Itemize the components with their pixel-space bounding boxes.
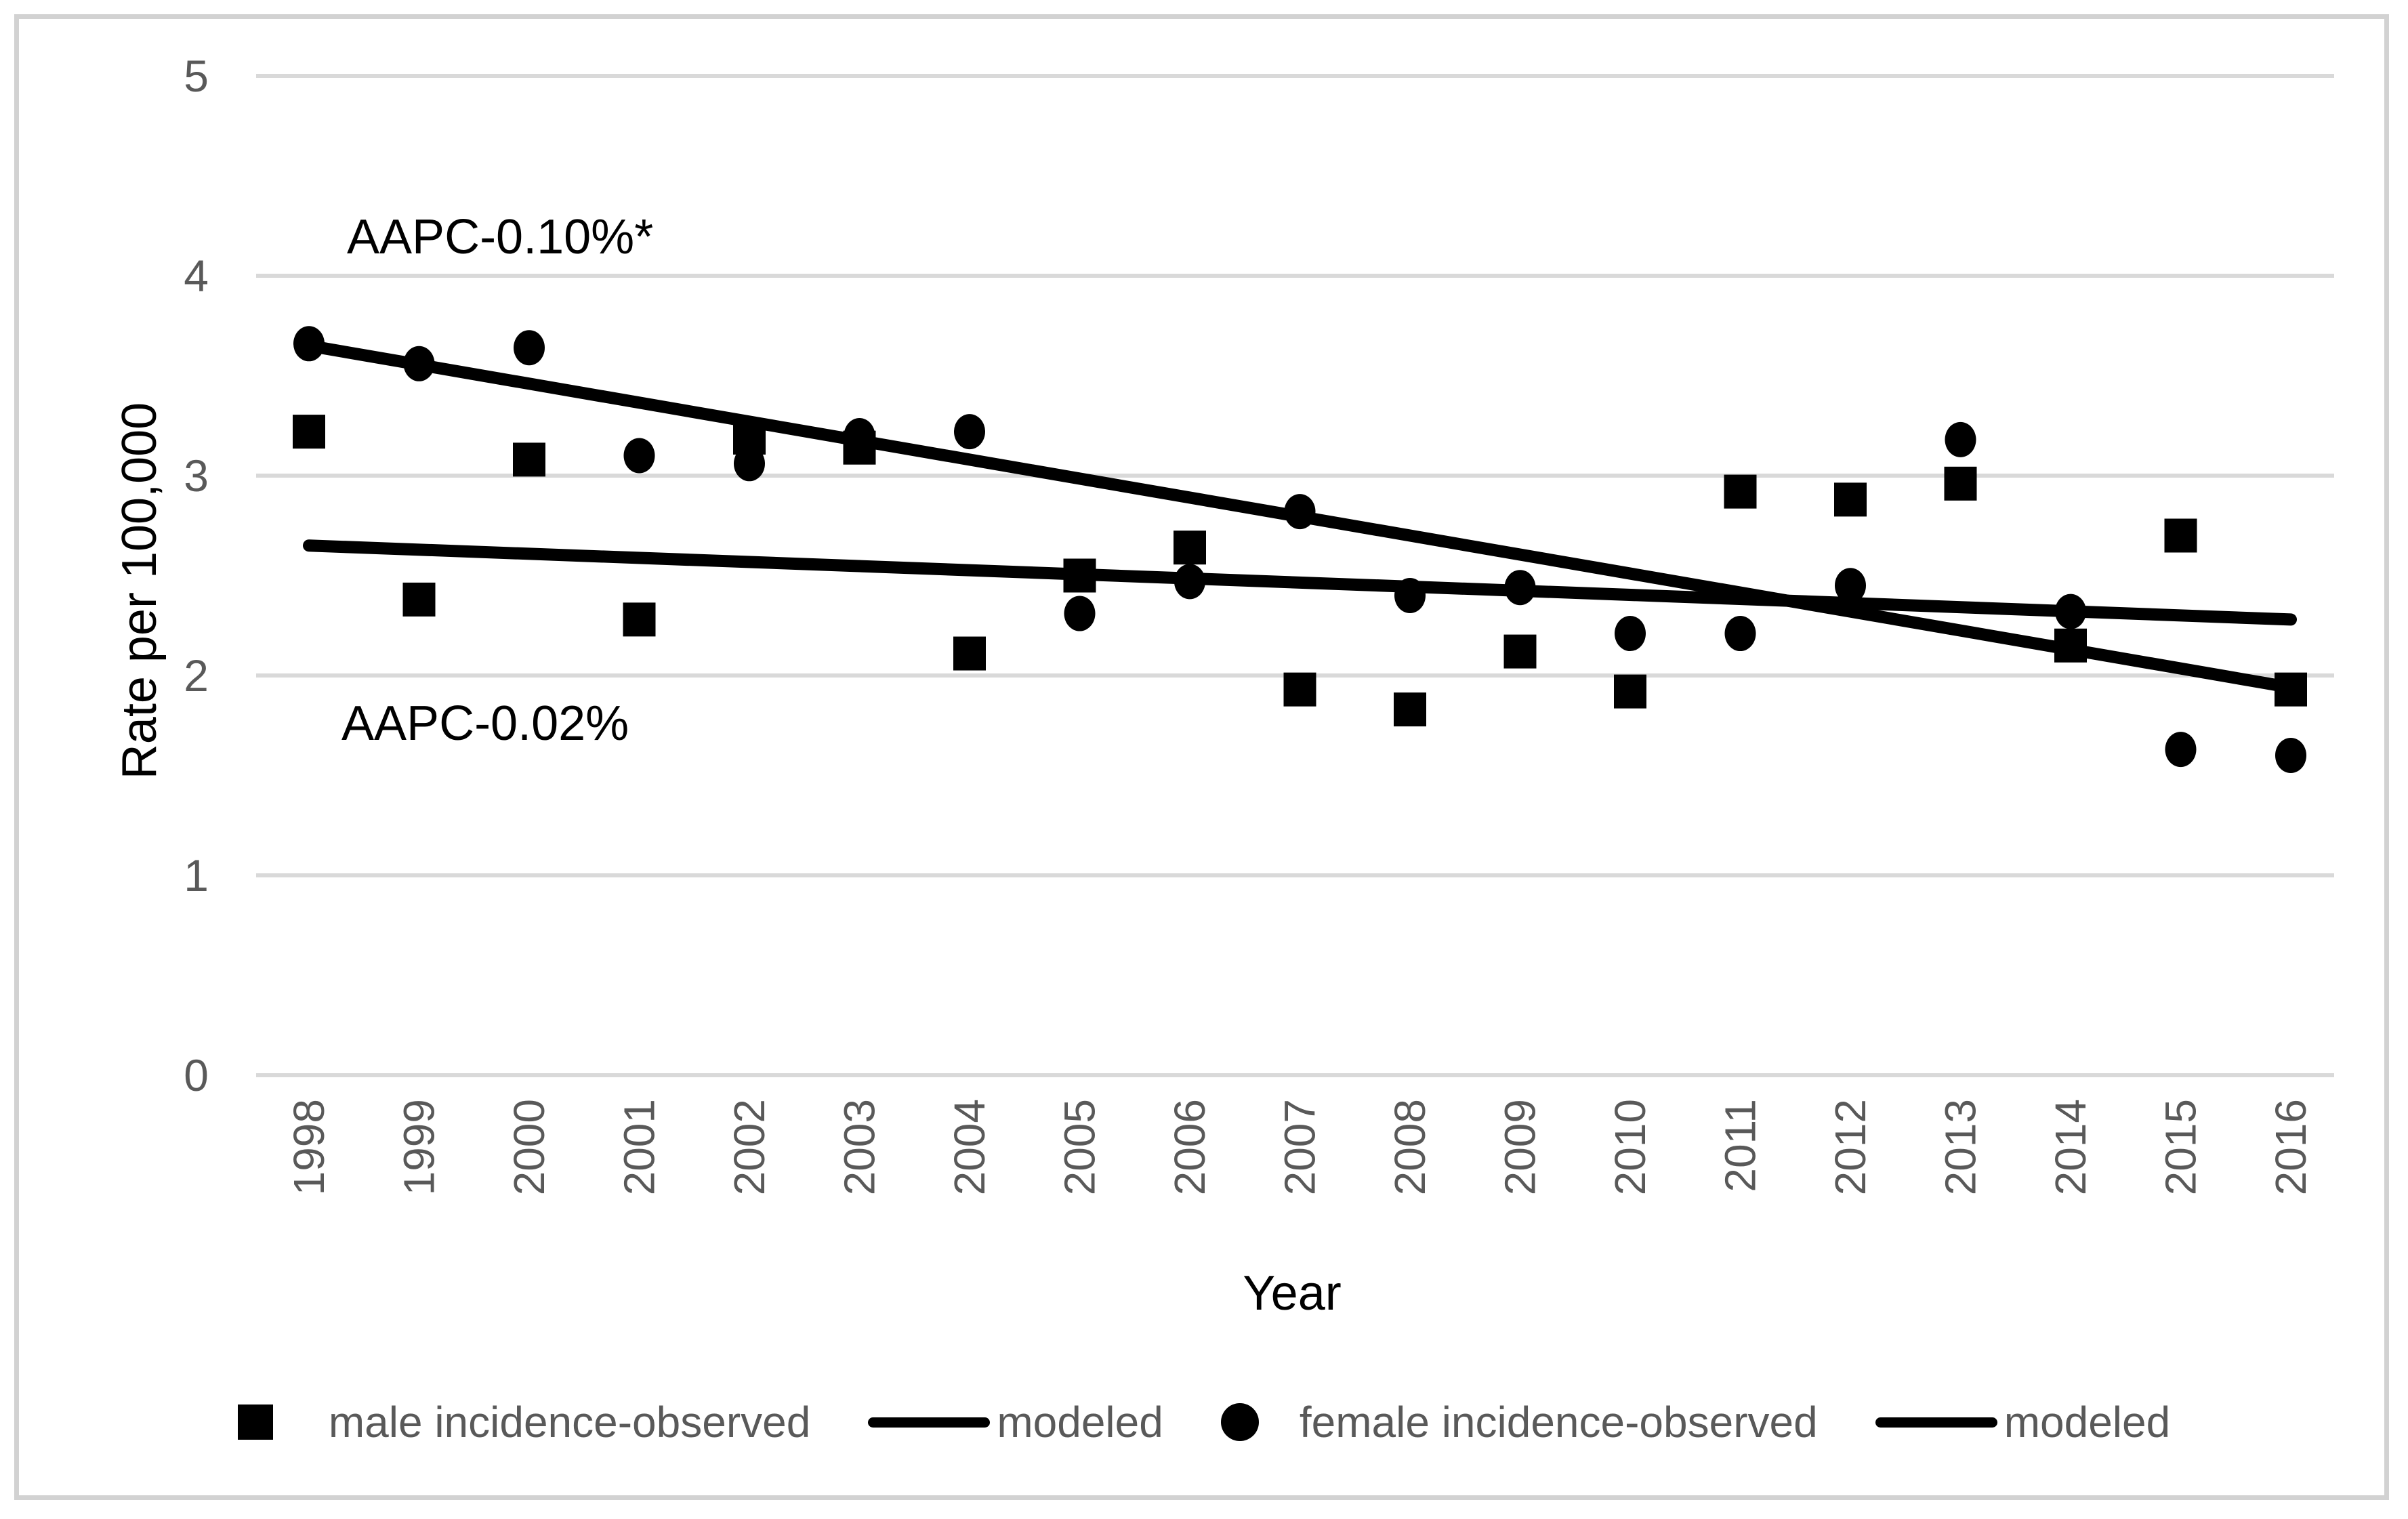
legend-label: male incidence-observed	[328, 1398, 811, 1447]
x-tick-label-2015: 2015	[2157, 1099, 2205, 1195]
x-tick-label-2006: 2006	[1165, 1099, 1214, 1195]
female-observed-point-2011	[1724, 616, 1756, 652]
x-tick-label-2003: 2003	[835, 1099, 884, 1195]
male-observed-point-2010	[1614, 674, 1646, 709]
female-observed-point-2005	[1064, 596, 1096, 631]
y-tick-label-4: 4	[184, 251, 209, 301]
y-axis-title: Rate per 100,000	[112, 402, 167, 779]
female-observed-point-2012	[1835, 568, 1866, 604]
female-observed-point-2013	[1945, 421, 1976, 457]
legend-item-female-incidence-observed: female incidence-observed	[1220, 1397, 1818, 1447]
y-tick-label-5: 5	[184, 51, 209, 101]
male-observed-point-2009	[1503, 634, 1537, 669]
x-tick-label-2001: 2001	[615, 1099, 664, 1195]
male-observed-point-2008	[1394, 692, 1426, 727]
aapc-male-annotation: AAPC-0.02%	[341, 696, 629, 751]
y-tick-label-2: 2	[184, 650, 209, 701]
male-observed-point-2001	[623, 602, 656, 637]
female-observed-point-1999	[403, 346, 435, 381]
x-axis-title: Year	[1243, 1266, 1341, 1320]
legend-item-modeled: modeled	[868, 1397, 1163, 1447]
male-observed-point-2012	[1834, 482, 1867, 517]
female-observed-point-2004	[954, 414, 985, 450]
female-observed-point-2006	[1174, 564, 1205, 600]
y-tick-label-3: 3	[184, 451, 209, 501]
female-observed-point-2008	[1394, 578, 1426, 613]
female-observed-point-2001	[623, 438, 655, 474]
x-tick-label-2011: 2011	[1716, 1099, 1765, 1192]
female-observed-point-2003	[844, 418, 875, 453]
gridlines	[256, 74, 2334, 1077]
y-tick-labels: 5 4 3 2 1 0	[184, 51, 209, 1100]
x-tick-label-2016: 2016	[2266, 1099, 2315, 1195]
y-tick-label-0: 0	[184, 1050, 209, 1100]
figure-frame	[14, 14, 2389, 1500]
male-observed-point-2000	[513, 442, 545, 477]
female-observed-point-2002	[734, 446, 765, 482]
male-observed-point-2006	[1174, 530, 1206, 565]
legend-item-male-incidence-observed: male incidence-observed	[237, 1397, 811, 1447]
legend-item-modeled: modeled	[1875, 1397, 2171, 1447]
female-observed-point-2015	[2165, 732, 2197, 768]
male-observed-point-2007	[1283, 672, 1316, 707]
legend-square-marker-icon	[237, 1404, 273, 1440]
legend-line-marker-icon	[868, 1417, 991, 1428]
female-observed-point-2009	[1504, 570, 1536, 606]
x-tick-label-2000: 2000	[505, 1099, 554, 1195]
x-tick-label-2005: 2005	[1056, 1099, 1104, 1195]
x-tick-label-2002: 2002	[725, 1099, 774, 1195]
female-observed-point-1998	[293, 326, 325, 362]
male-observed-point-2015	[2164, 518, 2197, 553]
x-tick-label-1998: 1998	[285, 1099, 333, 1195]
x-tick-label-1999: 1999	[395, 1099, 444, 1195]
x-tick-label-2008: 2008	[1386, 1099, 1434, 1195]
x-tick-label-2009: 2009	[1496, 1099, 1545, 1195]
legend-label: female incidence-observed	[1299, 1398, 1818, 1447]
male-observed-point-2013	[1944, 466, 1977, 501]
male-observed-point-1999	[402, 582, 436, 617]
male-observed-point-2016	[2275, 672, 2307, 707]
chart-legend: male incidence-observed modeled female inc…	[0, 1371, 2408, 1473]
female-observed-point-2014	[2055, 594, 2086, 629]
female-observed-point-2000	[514, 330, 545, 366]
male-observed-point-2014	[2054, 628, 2087, 663]
legend-circle-marker-icon	[1220, 1403, 1259, 1441]
x-tick-label-2004: 2004	[945, 1099, 994, 1195]
x-tick-label-2010: 2010	[1606, 1099, 1655, 1195]
female-observed-point-2016	[2275, 738, 2306, 773]
data-markers	[293, 326, 2307, 773]
x-tick-label-2007: 2007	[1276, 1099, 1325, 1195]
female-observed-point-2010	[1615, 616, 1646, 652]
legend-line-marker-icon	[1875, 1417, 1997, 1428]
male-modeled-trendline	[303, 539, 2297, 626]
male-observed-point-2011	[1724, 474, 1757, 509]
male-observed-point-2005	[1063, 558, 1096, 593]
aapc-female-annotation: AAPC-0.10%*	[347, 210, 653, 264]
x-tick-labels: 1998 1999 2000 2001 2002 2003 2004 2005 2006 2007…	[285, 1099, 2315, 1195]
male-observed-point-2004	[953, 636, 986, 671]
x-tick-label-2014: 2014	[2046, 1099, 2095, 1195]
y-tick-label-1: 1	[184, 850, 209, 900]
female-observed-point-2007	[1284, 494, 1316, 530]
x-tick-label-2013: 2013	[1936, 1099, 1985, 1195]
legend-label: modeled	[2004, 1398, 2171, 1447]
x-tick-label-2012: 2012	[1826, 1099, 1875, 1195]
legend-label: modeled	[997, 1398, 1163, 1447]
male-observed-point-1998	[293, 415, 325, 449]
